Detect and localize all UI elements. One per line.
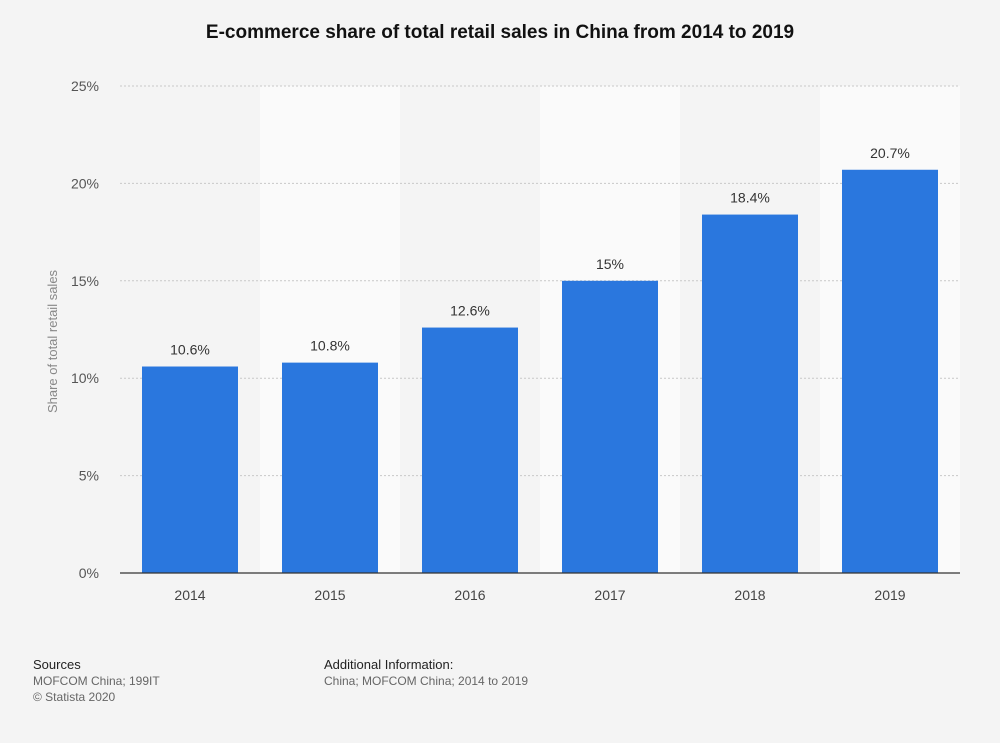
- bar: [282, 362, 378, 573]
- x-tick-label: 2017: [594, 587, 625, 603]
- bars: [142, 169, 938, 573]
- bar-value-label: 20.7%: [870, 145, 910, 161]
- additional-info-block: Additional Information: China; MOFCOM Ch…: [324, 657, 528, 689]
- column-bands: [120, 86, 960, 573]
- x-axis-ticks: 2014 2015 2016 2017 2018 2019: [174, 587, 905, 603]
- additional-info-heading: Additional Information:: [324, 657, 454, 672]
- bar: [142, 366, 238, 573]
- sources-heading: Sources: [33, 657, 81, 672]
- x-tick-label: 2019: [874, 587, 905, 603]
- bar-value-label: 18.4%: [730, 190, 770, 206]
- x-tick-label: 2018: [734, 587, 765, 603]
- chart-title: E-commerce share of total retail sales i…: [205, 22, 795, 43]
- copyright-line: © Statista 2020: [33, 690, 116, 704]
- y-tick-label: 15%: [71, 273, 99, 289]
- x-tick-label: 2015: [314, 587, 345, 603]
- bar: [562, 280, 658, 573]
- x-tick-label: 2016: [454, 587, 485, 603]
- y-tick-label: 10%: [71, 370, 99, 386]
- bar-value-label: 15%: [596, 256, 624, 272]
- bar-value-label: 12.6%: [450, 303, 490, 319]
- bar: [702, 214, 798, 573]
- gridlines: [120, 85, 960, 477]
- y-tick-label: 0%: [79, 565, 99, 581]
- bar: [842, 169, 938, 573]
- bar: [422, 327, 518, 573]
- additional-info-text: China; MOFCOM China; 2014 to 2019: [324, 674, 529, 688]
- y-tick-label: 5%: [79, 468, 99, 484]
- y-tick-label: 25%: [71, 78, 99, 94]
- sources-line-1: MOFCOM China; 199IT: [33, 674, 160, 688]
- y-axis-label: Share of total retail sales: [45, 269, 60, 413]
- value-labels: 10.6% 10.8% 12.6% 15% 18.4% 20.7%: [170, 145, 910, 358]
- sources-block: Sources MOFCOM China; 199IT © Statista 2…: [33, 657, 160, 705]
- bar-value-label: 10.8%: [310, 338, 350, 354]
- x-tick-label: 2014: [174, 587, 205, 603]
- y-axis-ticks: 0% 5% 10% 15% 20% 25%: [71, 78, 99, 581]
- y-tick-label: 20%: [71, 175, 99, 191]
- bar-value-label: 10.6%: [170, 342, 210, 358]
